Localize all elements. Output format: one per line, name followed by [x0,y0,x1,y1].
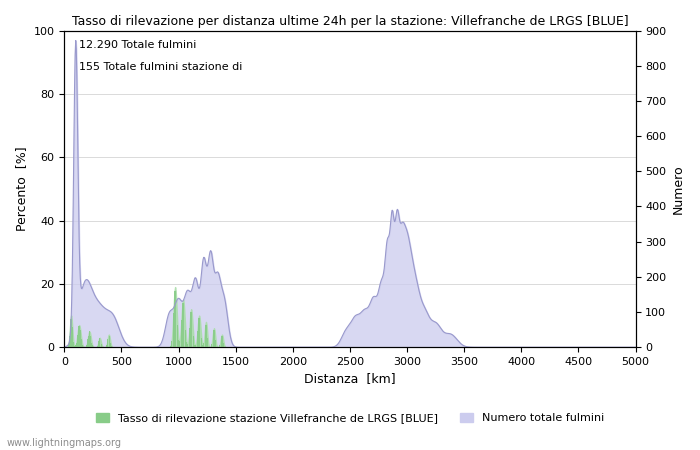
Text: 155 Totale fulmini stazione di: 155 Totale fulmini stazione di [78,62,242,72]
Text: 12.290 Totale fulmini: 12.290 Totale fulmini [78,40,196,50]
Y-axis label: Numero: Numero [672,164,685,214]
Legend: Tasso di rilevazione stazione Villefranche de LRGS [BLUE], Numero totale fulmini: Tasso di rilevazione stazione Villefranc… [92,410,608,427]
Title: Tasso di rilevazione per distanza ultime 24h per la stazione: Villefranche de LR: Tasso di rilevazione per distanza ultime… [71,15,629,28]
Text: www.lightningmaps.org: www.lightningmaps.org [7,437,122,447]
Y-axis label: Percento  [%]: Percento [%] [15,147,28,231]
X-axis label: Distanza  [km]: Distanza [km] [304,373,396,386]
